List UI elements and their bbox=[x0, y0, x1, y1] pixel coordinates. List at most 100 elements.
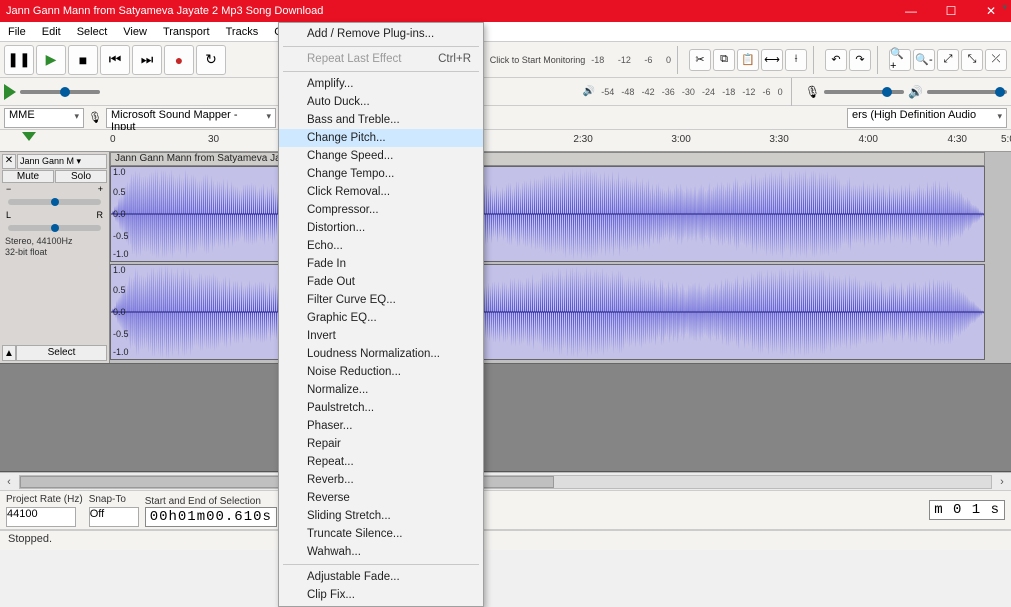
speaker-icon: 🔊 bbox=[583, 86, 595, 97]
effect-menu-item[interactable]: Change Pitch... bbox=[279, 129, 483, 147]
effect-menu-item[interactable]: Normalize... bbox=[279, 381, 483, 399]
playback-meter[interactable]: 🔊 -54-48-42-36-30-24-18-12-60 bbox=[583, 86, 783, 97]
effect-menu-dropdown: Add / Remove Plug-ins...Repeat Last Effe… bbox=[278, 22, 484, 607]
mic-icon: 🎙 bbox=[88, 111, 102, 124]
playback-speed-slider[interactable] bbox=[20, 90, 100, 94]
zoom-out-button[interactable]: 🔍- bbox=[913, 49, 935, 71]
menu-transport[interactable]: Transport bbox=[155, 24, 218, 40]
effect-menu-item[interactable]: Click Removal... bbox=[279, 183, 483, 201]
horizontal-scrollbar[interactable]: ‹ › bbox=[0, 472, 1011, 490]
track-close-button[interactable]: ✕ bbox=[2, 154, 16, 169]
menu-bar: FileEditSelectViewTransportTracksGenerat… bbox=[0, 22, 1011, 42]
effect-menu-item[interactable]: Repair bbox=[279, 435, 483, 453]
recording-volume-slider[interactable] bbox=[824, 90, 904, 94]
copy-button[interactable]: ⧉ bbox=[713, 49, 735, 71]
track-area: ✕ Jann Gann M ▾ Mute Solo −+ LR Stereo, … bbox=[0, 152, 1011, 364]
effect-menu-item[interactable]: Filter Curve EQ... bbox=[279, 291, 483, 309]
window-title: Jann Gann Mann from Satyameva Jayate 2 M… bbox=[0, 5, 891, 17]
effect-menu-item[interactable]: Repeat... bbox=[279, 453, 483, 471]
effect-menu-item[interactable]: Distortion... bbox=[279, 219, 483, 237]
clip-title-bar[interactable]: Jann Gann Mann from Satyameva Jayate bbox=[110, 152, 985, 166]
playback-device-select[interactable]: ers (High Definition Audio bbox=[847, 108, 1007, 128]
stop-button[interactable]: ■ bbox=[68, 45, 98, 75]
effect-menu-item[interactable]: Adjustable Fade... bbox=[279, 568, 483, 586]
transport-toolbar: ❚❚ ▶ ■ ⏮ ⏭ ● ↻ 🎙 Click to Start Monitori… bbox=[0, 42, 1011, 78]
menu-edit[interactable]: Edit bbox=[34, 24, 69, 40]
timeline-ruler[interactable]: 0302:303:003:304:004:305:00 bbox=[0, 130, 1011, 152]
timeline-label: 2:30 bbox=[573, 134, 592, 145]
project-rate-select[interactable]: 44100 bbox=[6, 507, 76, 527]
menu-tracks[interactable]: Tracks bbox=[218, 24, 267, 40]
menu-view[interactable]: View bbox=[115, 24, 155, 40]
track-select-button[interactable]: Select bbox=[16, 345, 107, 361]
track-collapse-button[interactable]: ▲ bbox=[2, 345, 16, 361]
mute-button[interactable]: Mute bbox=[2, 170, 54, 183]
loop-button[interactable]: ↻ bbox=[196, 45, 226, 75]
recording-device-select[interactable]: Microsoft Sound Mapper - Input bbox=[106, 108, 276, 128]
skip-start-button[interactable]: ⏮ bbox=[100, 45, 130, 75]
effect-menu-item[interactable]: Auto Duck... bbox=[279, 93, 483, 111]
timeline-label: 30 bbox=[208, 134, 219, 145]
effect-menu-item[interactable]: Noise Reduction... bbox=[279, 363, 483, 381]
trim-button[interactable]: ⟷ bbox=[761, 49, 783, 71]
effect-menu-item[interactable]: Reverb... bbox=[279, 471, 483, 489]
audio-host-select[interactable]: MME bbox=[4, 108, 84, 128]
silence-button[interactable]: ⟊ bbox=[785, 49, 807, 71]
project-rate-label: Project Rate (Hz) bbox=[6, 494, 83, 505]
redo-button[interactable]: ↷ bbox=[849, 49, 871, 71]
pan-slider[interactable] bbox=[8, 225, 101, 231]
minimize-button[interactable]: — bbox=[891, 0, 931, 22]
effect-menu-item[interactable]: Amplify... bbox=[279, 75, 483, 93]
cut-button[interactable]: ✂ bbox=[689, 49, 711, 71]
effect-menu-item[interactable]: Fade In bbox=[279, 255, 483, 273]
effect-menu-item[interactable]: Paulstretch... bbox=[279, 399, 483, 417]
waveform-display[interactable]: Jann Gann Mann from Satyameva Jayate 1.0… bbox=[110, 152, 1011, 363]
scroll-left-button[interactable]: ‹ bbox=[0, 476, 18, 488]
record-meter[interactable]: 🎙 Click to Start Monitoring -18-12-60 bbox=[471, 54, 671, 65]
selection-start-field[interactable]: 00h01m00.610s bbox=[145, 507, 277, 527]
effect-menu-item[interactable]: Wahwah... bbox=[279, 543, 483, 561]
play-at-speed-button[interactable] bbox=[4, 84, 16, 100]
zoom-in-button[interactable]: 🔍+ bbox=[889, 49, 911, 71]
effect-menu-item[interactable]: Reverse bbox=[279, 489, 483, 507]
waveform-channel-left[interactable]: 1.0 0.5 0.0 -0.5 -1.0 bbox=[110, 166, 985, 262]
menu-file[interactable]: File bbox=[0, 24, 34, 40]
play-button[interactable]: ▶ bbox=[36, 45, 66, 75]
pause-button[interactable]: ❚❚ bbox=[4, 45, 34, 75]
effect-menu-item[interactable]: Change Speed... bbox=[279, 147, 483, 165]
empty-track-area[interactable] bbox=[0, 364, 1011, 472]
zoom-toggle-button[interactable]: ⤫ bbox=[985, 49, 1007, 71]
effect-menu-item[interactable]: Sliding Stretch... bbox=[279, 507, 483, 525]
effect-menu-item[interactable]: Truncate Silence... bbox=[279, 525, 483, 543]
playback-volume-slider[interactable] bbox=[927, 90, 1007, 94]
maximize-button[interactable]: ☐ bbox=[931, 0, 971, 22]
snap-to-select[interactable]: Off bbox=[89, 507, 139, 527]
effect-menu-item[interactable]: Graphic EQ... bbox=[279, 309, 483, 327]
menu-select[interactable]: Select bbox=[69, 24, 116, 40]
record-button[interactable]: ● bbox=[164, 45, 194, 75]
zoom-fit-button[interactable]: ⤡ bbox=[961, 49, 983, 71]
effect-menu-item[interactable]: Clip Fix... bbox=[279, 586, 483, 604]
zoom-sel-button[interactable]: ⤢ bbox=[937, 49, 959, 71]
undo-button[interactable]: ↶ bbox=[825, 49, 847, 71]
waveform-channel-right[interactable]: 1.0 0.5 0.0 -0.5 -1.0 bbox=[110, 264, 985, 360]
effect-menu-item[interactable]: Change Tempo... bbox=[279, 165, 483, 183]
track-name-dropdown[interactable]: Jann Gann M ▾ bbox=[17, 154, 107, 169]
effect-menu-item[interactable]: Bass and Treble... bbox=[279, 111, 483, 129]
scroll-right-button[interactable]: › bbox=[993, 476, 1011, 488]
skip-end-button[interactable]: ⏭ bbox=[132, 45, 162, 75]
playhead-marker[interactable] bbox=[22, 132, 36, 141]
effect-menu-item[interactable]: Fade Out bbox=[279, 273, 483, 291]
gain-slider[interactable] bbox=[8, 199, 101, 205]
effect-menu-item[interactable]: Echo... bbox=[279, 237, 483, 255]
selection-end-fragment[interactable]: m 0 1 s bbox=[929, 500, 1005, 520]
effect-menu-item[interactable]: Invert bbox=[279, 327, 483, 345]
effect-menu-item[interactable]: Compressor... bbox=[279, 201, 483, 219]
effect-menu-item[interactable]: Add / Remove Plug-ins... bbox=[279, 25, 483, 43]
effect-menu-item[interactable]: Phaser... bbox=[279, 417, 483, 435]
solo-button[interactable]: Solo bbox=[55, 170, 107, 183]
track-format-line: 32-bit float bbox=[2, 247, 107, 257]
record-meter-label: Click to Start Monitoring bbox=[490, 55, 586, 65]
paste-button[interactable]: 📋 bbox=[737, 49, 759, 71]
effect-menu-item[interactable]: Loudness Normalization... bbox=[279, 345, 483, 363]
